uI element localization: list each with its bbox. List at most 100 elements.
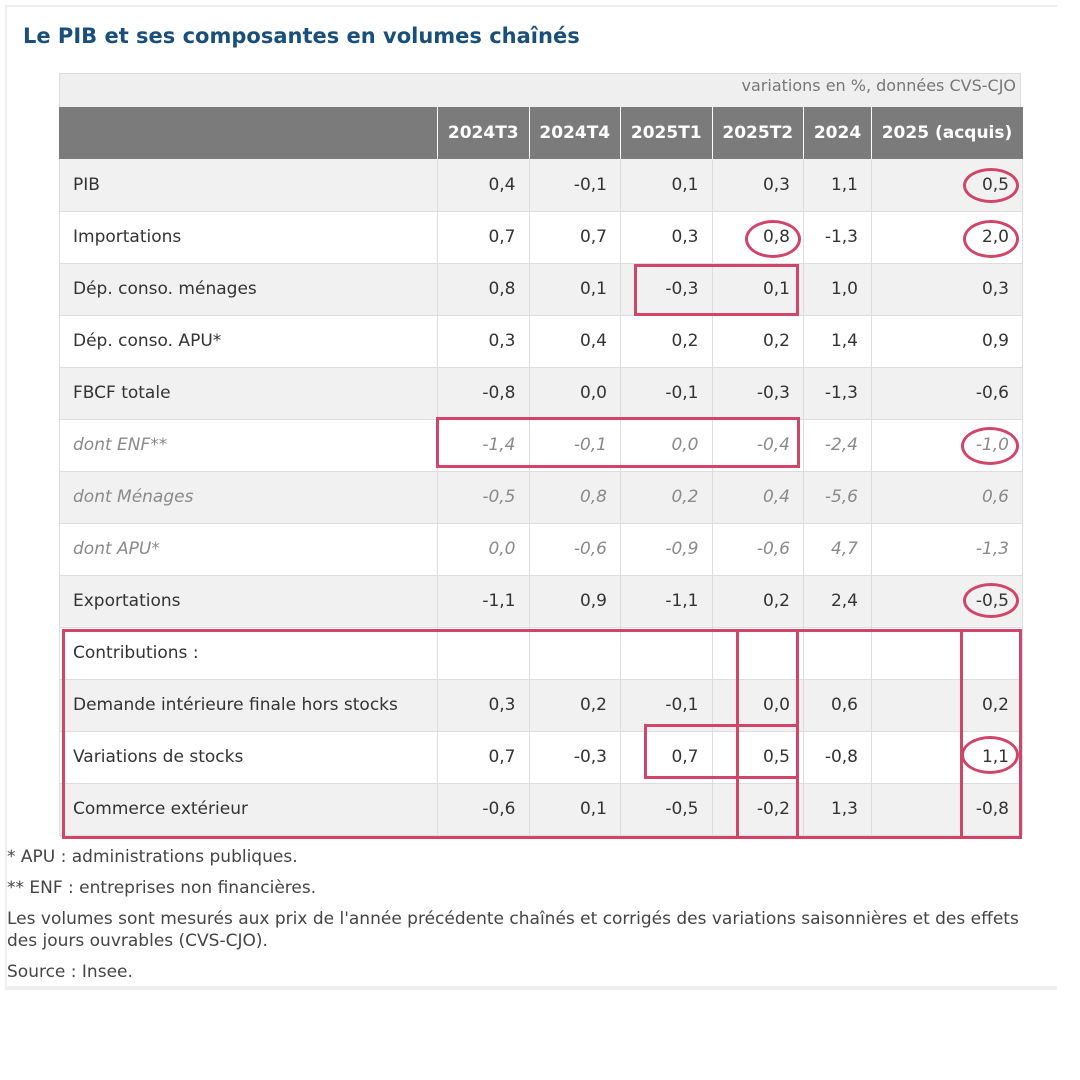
value-cell: 0,2 xyxy=(620,315,713,368)
value-cell: -0,6 xyxy=(437,783,530,836)
value-cell: -0,9 xyxy=(620,523,713,576)
header-row: 2024T3 2024T4 2025T1 2025T2 2024 2025 (a… xyxy=(59,107,1023,159)
value-cell: -1,1 xyxy=(620,575,713,628)
value-cell: 0,1 xyxy=(620,159,713,212)
value-cell: -0,3 xyxy=(712,367,804,420)
value-cell: -0,1 xyxy=(620,679,713,732)
row-label: Importations xyxy=(59,211,438,264)
value-cell: 0,4 xyxy=(529,315,621,368)
table-container: variations en %, données CVS-CJO 2024T3 … xyxy=(59,73,1023,839)
value-cell: -0,5 xyxy=(871,575,1023,628)
value-cell: -2,4 xyxy=(803,419,872,472)
value-cell: 0,7 xyxy=(437,731,530,784)
value-cell: 0,7 xyxy=(620,731,713,784)
value-cell xyxy=(620,627,713,680)
table-row: Variations de stocks 0,7 -0,3 0,7 0,5 -0,8 1,1 xyxy=(59,731,1023,784)
table-row: Commerce extérieur -0,6 0,1 -0,5 -0,2 1,3 -0,8 xyxy=(59,783,1023,836)
table-row: FBCF totale -0,8 0,0 -0,1 -0,3 -1,3 -0,6 xyxy=(59,367,1023,420)
value-cell: 0,8 xyxy=(437,263,530,316)
value-cell: -0,6 xyxy=(712,523,804,576)
value-cell: 0,7 xyxy=(437,211,530,264)
value-cell: -0,8 xyxy=(803,731,872,784)
row-label: Contributions : xyxy=(59,627,438,680)
value-cell: 0,8 xyxy=(712,211,804,264)
row-label: Dép. conso. ménages xyxy=(59,263,438,316)
row-label: dont APU* xyxy=(59,523,438,576)
value-cell: 1,4 xyxy=(803,315,872,368)
value-cell: -0,8 xyxy=(437,367,530,420)
value-cell: 2,4 xyxy=(803,575,872,628)
value-cell: 0,6 xyxy=(803,679,872,732)
table-row: Contributions : xyxy=(59,627,1023,680)
value-cell: 0,1 xyxy=(529,263,621,316)
value-cell: 0,8 xyxy=(529,471,621,524)
value-cell: -0,5 xyxy=(620,783,713,836)
value-cell: -1,1 xyxy=(437,575,530,628)
value-cell: -0,2 xyxy=(712,783,804,836)
row-label: PIB xyxy=(59,159,438,212)
value-cell: 0,2 xyxy=(712,315,804,368)
value-cell: 1,3 xyxy=(803,783,872,836)
header-cell: 2025 (acquis) xyxy=(871,107,1023,159)
value-cell: 1,0 xyxy=(803,263,872,316)
row-label: dont ENF** xyxy=(59,419,438,472)
value-cell: 0,1 xyxy=(712,263,804,316)
value-cell: 0,7 xyxy=(529,211,621,264)
value-cell: -0,3 xyxy=(529,731,621,784)
value-cell: 0,9 xyxy=(871,315,1023,368)
footnote-source: Source : Insee. xyxy=(7,962,133,982)
page-title: Le PIB et ses composantes en volumes cha… xyxy=(23,24,580,48)
value-cell: -0,6 xyxy=(871,367,1023,420)
value-cell: 1,1 xyxy=(871,731,1023,784)
value-cell: 0,6 xyxy=(871,471,1023,524)
value-cell: 2,0 xyxy=(871,211,1023,264)
value-cell: -5,6 xyxy=(803,471,872,524)
value-cell: 1,1 xyxy=(803,159,872,212)
value-cell: -1,0 xyxy=(871,419,1023,472)
value-cell: 0,9 xyxy=(529,575,621,628)
value-cell xyxy=(871,627,1023,680)
value-cell: 0,3 xyxy=(712,159,804,212)
value-cell: 4,7 xyxy=(803,523,872,576)
value-cell: 0,4 xyxy=(712,471,804,524)
table-row: dont ENF** -1,4 -0,1 0,0 -0,4 -2,4 -1,0 xyxy=(59,419,1023,472)
value-cell: -0,3 xyxy=(620,263,713,316)
header-cell: 2024T3 xyxy=(437,107,530,159)
row-label: Commerce extérieur xyxy=(59,783,438,836)
footnote-method: Les volumes sont mesurés aux prix de l'a… xyxy=(7,909,1019,951)
value-cell: 0,2 xyxy=(871,679,1023,732)
value-cell: 0,1 xyxy=(529,783,621,836)
row-label: dont Ménages xyxy=(59,471,438,524)
row-label: Exportations xyxy=(59,575,438,628)
header-cell: 2025T1 xyxy=(620,107,713,159)
value-cell: -1,4 xyxy=(437,419,530,472)
footnotes: * APU : administrations publiques. ** EN… xyxy=(7,846,1047,992)
value-cell: 0,3 xyxy=(620,211,713,264)
header-cell: 2024T4 xyxy=(529,107,621,159)
value-cell: 0,0 xyxy=(620,419,713,472)
units-note: variations en %, données CVS-CJO xyxy=(59,73,1021,107)
value-cell: 0,0 xyxy=(529,367,621,420)
value-cell: 0,3 xyxy=(871,263,1023,316)
value-cell: 0,2 xyxy=(620,471,713,524)
value-cell xyxy=(437,627,530,680)
table-row: Dép. conso. ménages 0,8 0,1 -0,3 0,1 1,0 0,3 xyxy=(59,263,1023,316)
footnote-enf: ** ENF : entreprises non financières. xyxy=(7,878,317,898)
value-cell: 0,0 xyxy=(712,679,804,732)
value-cell: -0,1 xyxy=(529,159,621,212)
value-cell: 0,4 xyxy=(437,159,530,212)
value-cell xyxy=(529,627,621,680)
value-cell: -0,1 xyxy=(529,419,621,472)
header-cell xyxy=(59,107,438,159)
value-cell: 0,5 xyxy=(712,731,804,784)
value-cell: 0,2 xyxy=(712,575,804,628)
value-cell: -1,3 xyxy=(871,523,1023,576)
row-label: Dép. conso. APU* xyxy=(59,315,438,368)
header-cell: 2025T2 xyxy=(712,107,804,159)
value-cell xyxy=(803,627,872,680)
value-cell: 0,0 xyxy=(437,523,530,576)
table-row: Demande intérieure finale hors stocks 0,3… xyxy=(59,679,1023,732)
value-cell: 0,3 xyxy=(437,315,530,368)
data-table: 2024T3 2024T4 2025T1 2025T2 2024 2025 (a… xyxy=(59,107,1023,836)
table-row: Dép. conso. APU* 0,3 0,4 0,2 0,2 1,4 0,9 xyxy=(59,315,1023,368)
